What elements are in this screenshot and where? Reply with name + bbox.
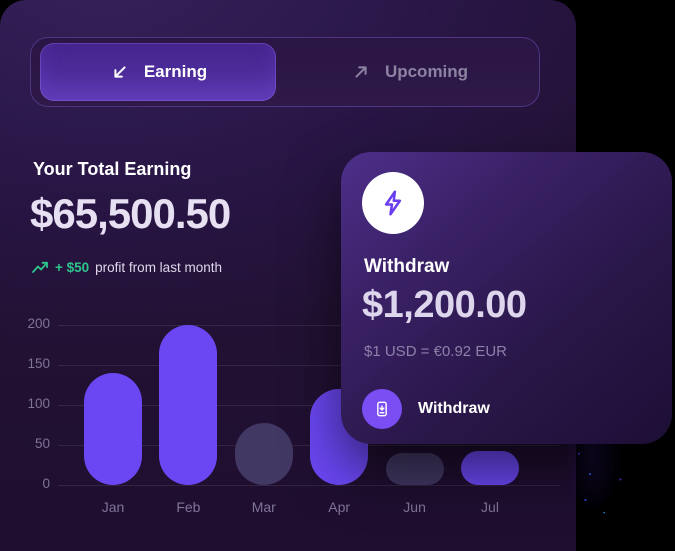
x-axis-label: Mar xyxy=(251,499,276,515)
lightning-badge xyxy=(362,172,424,234)
y-axis-tick-label: 0 xyxy=(42,476,50,491)
profit-amount: + $50 xyxy=(55,260,90,275)
y-axis-tick-label: 150 xyxy=(27,356,50,371)
profit-line: + $50 profit from last month xyxy=(32,260,222,275)
withdraw-button-label: Withdraw xyxy=(418,400,490,417)
x-axis-label: Apr xyxy=(328,499,351,515)
withdraw-card: Withdraw $1,200.00 $1 USD = €0.92 EUR Wi… xyxy=(341,152,672,444)
tab-earning-label: Earning xyxy=(143,62,208,81)
exchange-rate: $1 USD = €0.92 EUR xyxy=(364,343,507,360)
x-axis-label: Jun xyxy=(403,499,426,515)
lightning-bolt-icon xyxy=(378,188,408,218)
tab-bar: Earning Upcoming xyxy=(30,37,540,107)
chart-gridline xyxy=(58,405,560,406)
y-axis-tick-label: 200 xyxy=(27,316,50,331)
withdraw-title: Withdraw xyxy=(364,256,450,277)
withdraw-button[interactable]: Withdraw xyxy=(362,389,490,429)
chart-gridline xyxy=(58,365,560,366)
x-axis-label: Feb xyxy=(176,499,201,515)
tab-upcoming-label: Upcoming xyxy=(384,62,469,81)
chart-bar-jul[interactable] xyxy=(461,451,519,485)
chart-gridline xyxy=(58,485,560,486)
total-earning-amount: $65,500.50 xyxy=(30,190,231,237)
chart-bar-mar[interactable] xyxy=(234,422,293,485)
total-earning-title: Your Total Earning xyxy=(33,159,192,179)
tab-upcoming[interactable]: Upcoming xyxy=(285,43,533,101)
earnings-chart: 0 50 100 150 200 Jan Feb Mar Apr Jun Jul xyxy=(27,316,562,522)
y-axis-tick-label: 100 xyxy=(27,396,50,411)
y-axis-tick-label: 50 xyxy=(34,436,50,451)
withdraw-amount: $1,200.00 xyxy=(362,284,527,326)
withdraw-button-circle xyxy=(362,389,402,429)
chart-gridline xyxy=(58,325,560,326)
x-axis-label: Jul xyxy=(481,499,499,515)
chart-bar-jan[interactable] xyxy=(84,373,142,485)
arrow-up-right-icon xyxy=(350,61,372,83)
profit-text: profit from last month xyxy=(95,260,222,275)
trending-up-icon xyxy=(32,261,49,275)
tab-earning[interactable]: Earning xyxy=(40,43,276,101)
arrow-down-left-icon xyxy=(109,61,131,83)
x-axis-label: Jan xyxy=(101,499,125,515)
chart-bar-feb[interactable] xyxy=(159,325,218,485)
chart-gridline xyxy=(58,445,560,446)
withdraw-device-icon xyxy=(372,399,392,419)
chart-bar-jun[interactable] xyxy=(385,453,444,485)
